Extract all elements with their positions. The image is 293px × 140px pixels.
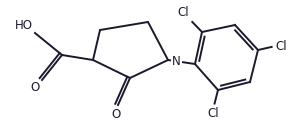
Text: HO: HO — [15, 19, 33, 32]
Text: Cl: Cl — [275, 39, 287, 52]
Text: O: O — [31, 81, 40, 94]
Text: Cl: Cl — [178, 6, 190, 19]
Text: O: O — [111, 108, 121, 121]
Text: Cl: Cl — [208, 107, 219, 120]
Text: N: N — [172, 54, 181, 67]
